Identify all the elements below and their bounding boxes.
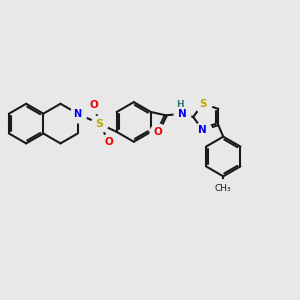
Text: H: H: [176, 100, 184, 109]
Text: O: O: [105, 137, 113, 147]
Text: N: N: [178, 109, 187, 119]
Text: S: S: [95, 118, 103, 129]
Text: CH₃: CH₃: [215, 184, 232, 194]
Text: N: N: [198, 125, 207, 135]
Text: S: S: [199, 99, 206, 109]
Text: O: O: [153, 128, 162, 137]
Text: O: O: [90, 100, 98, 110]
Text: N: N: [74, 109, 82, 119]
